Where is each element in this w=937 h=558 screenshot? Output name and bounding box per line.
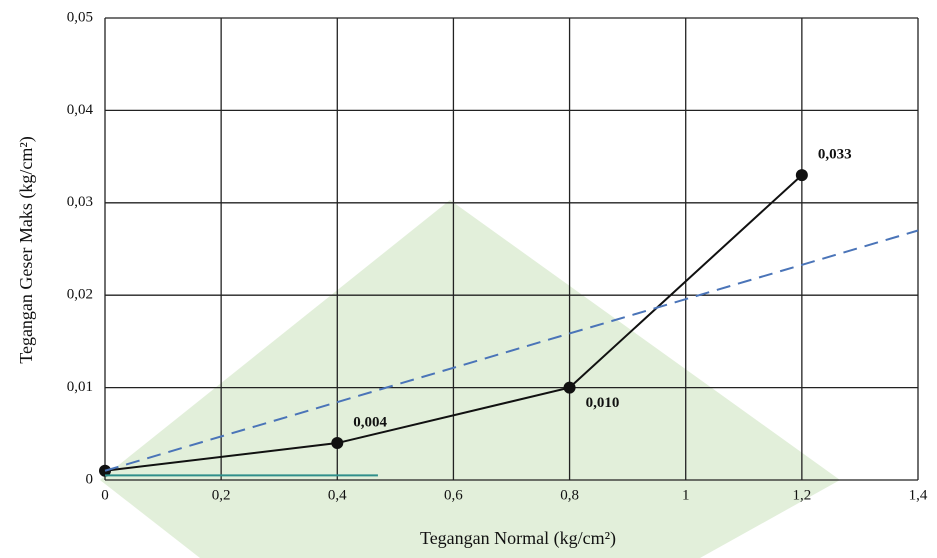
y-axis-label: Tegangan Geser Maks (kg/cm²) [16,136,37,364]
x-tick-label: 0,8 [560,487,579,503]
data-label: 0,004 [353,414,387,430]
x-tick-label: 1 [682,487,690,503]
x-tick-label: 0,2 [212,487,231,503]
y-tick-label: 0,04 [67,102,94,118]
data-label: 0,033 [818,147,852,163]
x-tick-label: 0 [101,487,109,503]
x-tick-label: 0,4 [328,487,347,503]
x-axis-label: Tegangan Normal (kg/cm²) [420,528,616,549]
y-tick-label: 0,03 [67,194,93,210]
data-label: 0,010 [586,395,620,411]
data-point [795,169,808,182]
data-point [331,437,344,450]
y-tick-label: 0,05 [67,9,93,25]
x-tick-label: 1,4 [909,487,928,503]
y-tick-label: 0,02 [67,287,93,303]
y-tick-label: 0 [86,471,94,487]
series-line [104,229,919,472]
watermark [100,200,840,558]
data-point [563,381,576,394]
x-tick-label: 0,6 [444,487,463,503]
series-line [104,174,803,472]
x-tick-label: 1,2 [792,487,811,503]
y-tick-label: 0,01 [67,379,93,395]
